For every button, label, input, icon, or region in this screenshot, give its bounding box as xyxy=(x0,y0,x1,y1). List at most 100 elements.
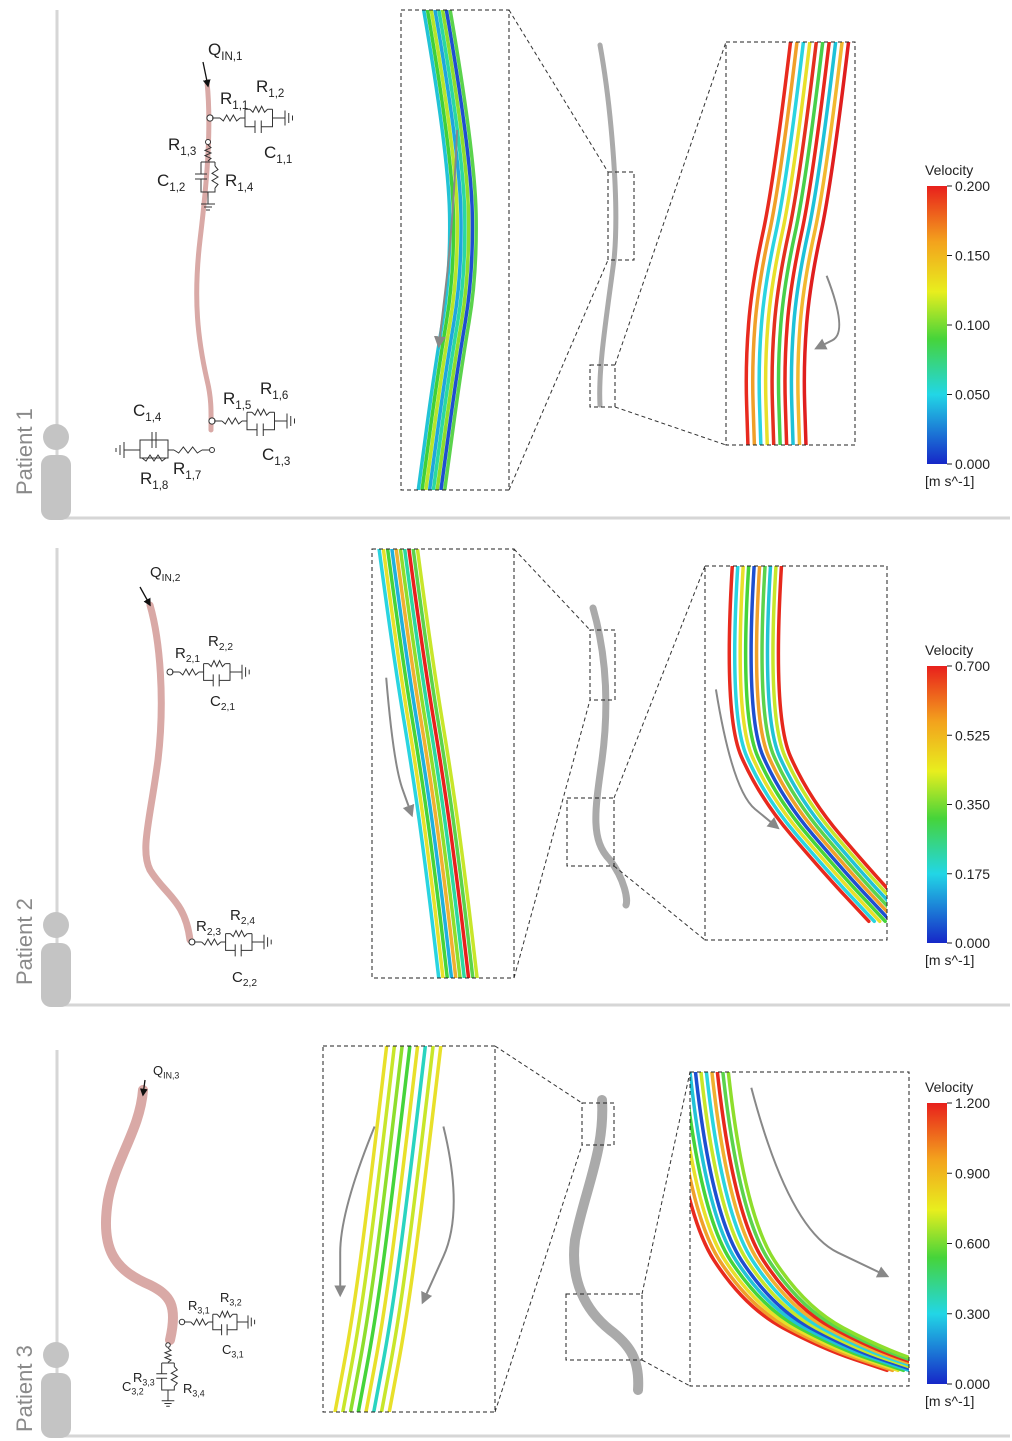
resistor xyxy=(220,115,240,121)
inflow-label: QIN,2 xyxy=(150,564,181,584)
capacitor xyxy=(156,1374,167,1379)
node xyxy=(166,1343,171,1348)
resistor xyxy=(230,931,247,937)
wire xyxy=(208,1314,248,1329)
subscript: 2,1 xyxy=(186,654,200,665)
wire xyxy=(240,109,285,127)
subscript: 3,4 xyxy=(192,1389,204,1399)
symbol: R xyxy=(220,1290,229,1305)
colorbar-tick-label: 0.050 xyxy=(955,387,990,403)
component-label: R1,6 xyxy=(260,379,288,402)
flow-arrow xyxy=(816,276,839,349)
component-label: R2,4 xyxy=(230,907,255,927)
symbol: R xyxy=(140,469,152,488)
resistor xyxy=(165,1348,171,1362)
subscript: 3,1 xyxy=(197,1306,209,1316)
colorbar-tick-label: 0.150 xyxy=(955,248,990,264)
subscript: 1,7 xyxy=(185,470,201,482)
colorbar-unit: [m s^-1] xyxy=(925,473,974,489)
figure: Patient 1QIN,1R1,1R1,2R1,3C1,1C1,2R1,4C1… xyxy=(0,0,1012,1441)
resistor xyxy=(191,1319,209,1325)
subscript: 2,2 xyxy=(243,978,257,989)
colorbar-title: Velocity xyxy=(925,642,973,658)
component-label: R1,3 xyxy=(168,135,196,158)
vessel-geometry xyxy=(574,1100,638,1390)
subscript: 1,8 xyxy=(152,480,168,492)
colorbar-tick-label: 0.600 xyxy=(955,1236,990,1252)
resistor xyxy=(171,1367,177,1387)
subscript: 1,1 xyxy=(276,154,292,166)
colorbar xyxy=(927,666,947,943)
component-label: R3,3 xyxy=(133,1370,155,1388)
inflow-label: QIN,3 xyxy=(153,1063,179,1081)
subscript: 2,2 xyxy=(219,642,233,653)
ground xyxy=(264,935,271,949)
colorbar-tick-label: 0.000 xyxy=(955,1376,990,1392)
streamlines xyxy=(379,549,477,978)
subscript: IN,3 xyxy=(163,1071,179,1081)
ground xyxy=(248,1315,255,1328)
resistor xyxy=(222,418,242,424)
component-label: R2,3 xyxy=(196,918,221,938)
colorbar-tick-label: 0.175 xyxy=(955,866,990,882)
colorbar-tick-label: 0.900 xyxy=(955,1165,990,1181)
connector xyxy=(495,1046,582,1103)
symbol: R xyxy=(225,171,237,190)
resistor xyxy=(174,447,202,453)
symbol: R xyxy=(183,1381,192,1396)
component-label: R1,1 xyxy=(220,89,248,112)
colorbar-tick-label: 0.525 xyxy=(955,727,990,743)
colorbar-tick-label: 0.200 xyxy=(955,178,990,194)
symbol: C xyxy=(262,445,274,464)
colorbar-tick-label: 0.700 xyxy=(955,658,990,674)
component-label: R3,2 xyxy=(220,1290,242,1308)
symbol: Q xyxy=(150,564,162,581)
connector xyxy=(509,260,608,490)
node xyxy=(210,448,215,453)
symbol: R xyxy=(220,89,232,108)
colorbar-unit: [m s^-1] xyxy=(925,1393,974,1409)
wire xyxy=(242,412,287,430)
connector xyxy=(614,566,705,798)
wire xyxy=(221,934,264,951)
colorbar-tick-label: 1.200 xyxy=(955,1095,990,1111)
inflow-arrow xyxy=(140,587,150,605)
subscript: 1,2 xyxy=(268,88,284,100)
connector xyxy=(509,10,608,172)
resistor xyxy=(252,409,270,415)
colorbar-title: Velocity xyxy=(925,1079,973,1095)
symbol: R xyxy=(168,135,180,154)
connector xyxy=(514,549,590,630)
person-body xyxy=(41,1373,71,1438)
symbol: R xyxy=(208,633,219,650)
component-label: C1,1 xyxy=(264,143,292,166)
component-label: C2,1 xyxy=(210,693,235,713)
wire xyxy=(116,432,174,458)
flow-arrow xyxy=(751,1088,887,1276)
wire xyxy=(162,1363,175,1401)
component-label: C1,3 xyxy=(262,445,290,468)
subscript: 1,5 xyxy=(235,400,251,412)
streamlines xyxy=(746,42,848,445)
component-label: C3,1 xyxy=(222,1342,244,1360)
symbol: R xyxy=(133,1370,142,1385)
subscript: 2,1 xyxy=(221,702,235,713)
vessel-model xyxy=(197,82,211,430)
subscript: 1,6 xyxy=(272,390,288,402)
region-box xyxy=(608,172,634,260)
patient-label: Patient 2 xyxy=(12,898,37,985)
component-label: R2,2 xyxy=(208,633,233,653)
colorbar-title: Velocity xyxy=(925,162,973,178)
connector xyxy=(514,700,590,978)
colorbar-tick-label: 0.300 xyxy=(955,1306,990,1322)
person-body xyxy=(41,455,71,520)
component-label: C1,2 xyxy=(157,171,185,194)
subscript: 2,3 xyxy=(207,927,221,938)
zoom-box xyxy=(323,1046,495,1412)
connector xyxy=(615,42,726,365)
patient-label: Patient 1 xyxy=(12,408,37,495)
subscript: IN,1 xyxy=(221,51,242,63)
symbol: Q xyxy=(153,1063,163,1078)
subscript: 1,2 xyxy=(169,182,185,194)
component-label: R1,7 xyxy=(173,459,201,482)
